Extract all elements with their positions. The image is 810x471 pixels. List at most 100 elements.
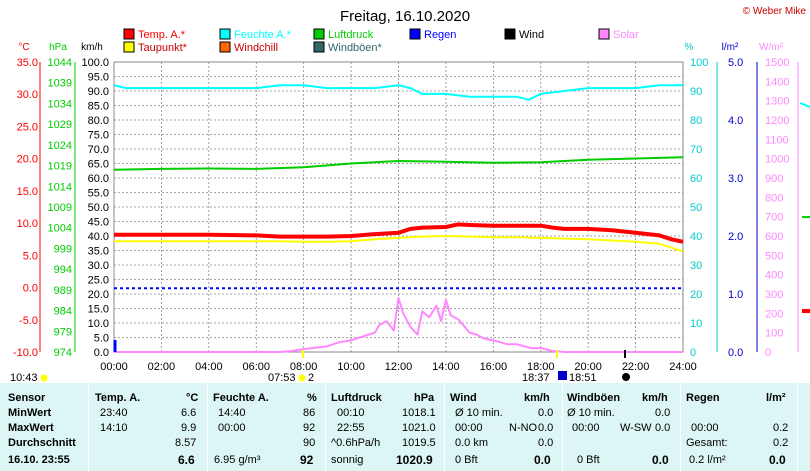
- separator: [444, 383, 445, 471]
- pressure-tick-label: 989: [54, 285, 72, 297]
- wind-tick-label: 60.0: [88, 173, 109, 185]
- pressure-tick-label: 999: [54, 243, 72, 255]
- header-humidity-unit: %: [307, 392, 317, 404]
- legend-label: Solar: [613, 29, 639, 41]
- x-tick-label: 14:00: [432, 361, 460, 373]
- hum-min-time: 14:40: [218, 407, 246, 419]
- wind-tick-label: 15.0: [88, 304, 109, 316]
- x-tick-label: 02:00: [148, 361, 176, 373]
- legend-swatch: [123, 28, 135, 40]
- legend-label: Feuchte A.*: [234, 29, 292, 41]
- rain-max-time: 00:00: [691, 422, 719, 434]
- gust-max-time: 00:00: [572, 422, 600, 434]
- pressure-tick-label: 974: [54, 347, 72, 359]
- humidity-tick-label: 80: [690, 115, 702, 127]
- moon-count-label: 2: [308, 372, 314, 383]
- solar-tick-label: 800: [765, 192, 783, 204]
- wind-tick-label: 55.0: [88, 188, 109, 200]
- legend-swatch: [409, 28, 421, 40]
- header-temp: Temp. A.: [95, 392, 141, 404]
- axis-unit-label: °C: [18, 42, 29, 53]
- weather-chart: Freitag, 16.10.2020 © Weber Mike Temp. A…: [10, 6, 810, 383]
- pressure-tick-label: 1019: [48, 161, 72, 173]
- humidity-tick-label: 10: [690, 318, 702, 330]
- x-tick-label: 20:00: [574, 361, 602, 373]
- sunrise-label: 07:53: [268, 372, 296, 383]
- separator: [680, 383, 681, 471]
- separator: [88, 383, 89, 471]
- sunset-label: 18:37: [522, 372, 550, 383]
- wind-current-value: 0.0: [534, 453, 551, 467]
- header-rain-unit: l/m²: [766, 392, 786, 404]
- wind-tick-label: 90.0: [88, 86, 109, 98]
- wind-tick-label: 35.0: [88, 246, 109, 258]
- legend-swatch: [123, 41, 135, 53]
- humidity-tick-label: 90: [690, 86, 702, 98]
- press-max-time: 22:55: [337, 422, 365, 434]
- temp-current-value: 6.6: [178, 453, 195, 467]
- temp-max-value: 9.9: [181, 422, 197, 434]
- pressure-tick-label: 1024: [48, 140, 72, 152]
- humidity-tick-label: 40: [690, 231, 702, 243]
- legend: Temp. A.* Feuchte A.* Luftdruck Regen Wind So…: [123, 28, 639, 54]
- header-wind-unit: km/h: [524, 392, 550, 404]
- wind-tick-label: 75.0: [88, 130, 109, 142]
- axis-headers: °C hPa km/h% l/m² W/m²: [18, 42, 783, 53]
- humidity-tick-label: 50: [690, 202, 702, 214]
- rain-tick-label: 4.0: [728, 115, 743, 127]
- humidity-edge-stub: [799, 102, 810, 108]
- series-tempa: [114, 222, 684, 244]
- pressure-tick-label: 1044: [48, 57, 72, 69]
- moonset-label: 18:51: [569, 372, 597, 383]
- rain-tick-label: 3.0: [728, 173, 743, 185]
- x-tick-label: 04:00: [195, 361, 223, 373]
- pressure-tick-label: 1014: [48, 181, 72, 193]
- temp-tick-label: 35.0: [17, 57, 38, 69]
- grid: [114, 62, 683, 352]
- temp-min-value: 6.6: [181, 407, 197, 419]
- x-tick-label: 18:00: [527, 361, 555, 373]
- axis-unit-label: l/m²: [722, 42, 739, 53]
- axis-unit-label: W/m²: [759, 42, 784, 53]
- bottom-markers: 10:43 07:53 2 18:37 18:51: [10, 350, 630, 383]
- legend-swatch: [219, 41, 231, 53]
- wind-tick-label: 70.0: [88, 144, 109, 156]
- hum-abs-label: 6.95 g/m³: [214, 454, 261, 466]
- pressure-tick-label: 1039: [48, 78, 72, 90]
- x-tick-label: 22:00: [622, 361, 650, 373]
- rain-current-amount: 0.2 l/m²: [689, 454, 726, 466]
- wind-min-value: 0.0: [538, 407, 554, 419]
- gust-min-label: Ø 10 min.: [567, 407, 615, 419]
- press-min-time: 00:10: [337, 407, 365, 419]
- hum-current-value: 92: [300, 453, 314, 467]
- legend-swatch: [313, 28, 325, 40]
- legend-label: Luftdruck: [328, 29, 374, 41]
- solar-tick-label: 1400: [765, 76, 789, 88]
- separator: [207, 383, 208, 471]
- wind-tick-label: 50.0: [88, 202, 109, 214]
- gust-min-value: 0.0: [655, 407, 671, 419]
- wind-avg-value: 0.0: [538, 437, 554, 449]
- humidity-tick-label: 70: [690, 144, 702, 156]
- series-layer: [113, 84, 810, 353]
- temp-avg-value: 8.57: [175, 437, 197, 449]
- axis-unit-label: hPa: [49, 42, 67, 53]
- temp-max-time: 14:10: [100, 422, 128, 434]
- sun-icon: [40, 374, 48, 382]
- legend-label: Temp. A.*: [138, 29, 186, 41]
- hum-max-time: 00:00: [218, 422, 246, 434]
- rain-total-value: 0.2: [773, 437, 789, 449]
- axis-unit-label: km/h: [81, 42, 103, 53]
- humidity-tick-label: 20: [690, 289, 702, 301]
- wind-beaufort: 0 Bft: [455, 454, 478, 466]
- legend-label: Windchill: [234, 42, 278, 54]
- row-label-avg: Durchschnitt: [8, 437, 76, 449]
- header-pressure: Luftdruck: [331, 392, 382, 404]
- solar-tick-label: 700: [765, 212, 783, 224]
- header-pressure-unit: hPa: [414, 392, 435, 404]
- press-trend: ^0.6hPa/h: [331, 437, 381, 449]
- x-tick-label: 24:00: [669, 361, 697, 373]
- legend-label: Taupunkt*: [138, 42, 188, 54]
- legend-swatch: [219, 28, 231, 40]
- sunrise-icon: [298, 374, 306, 382]
